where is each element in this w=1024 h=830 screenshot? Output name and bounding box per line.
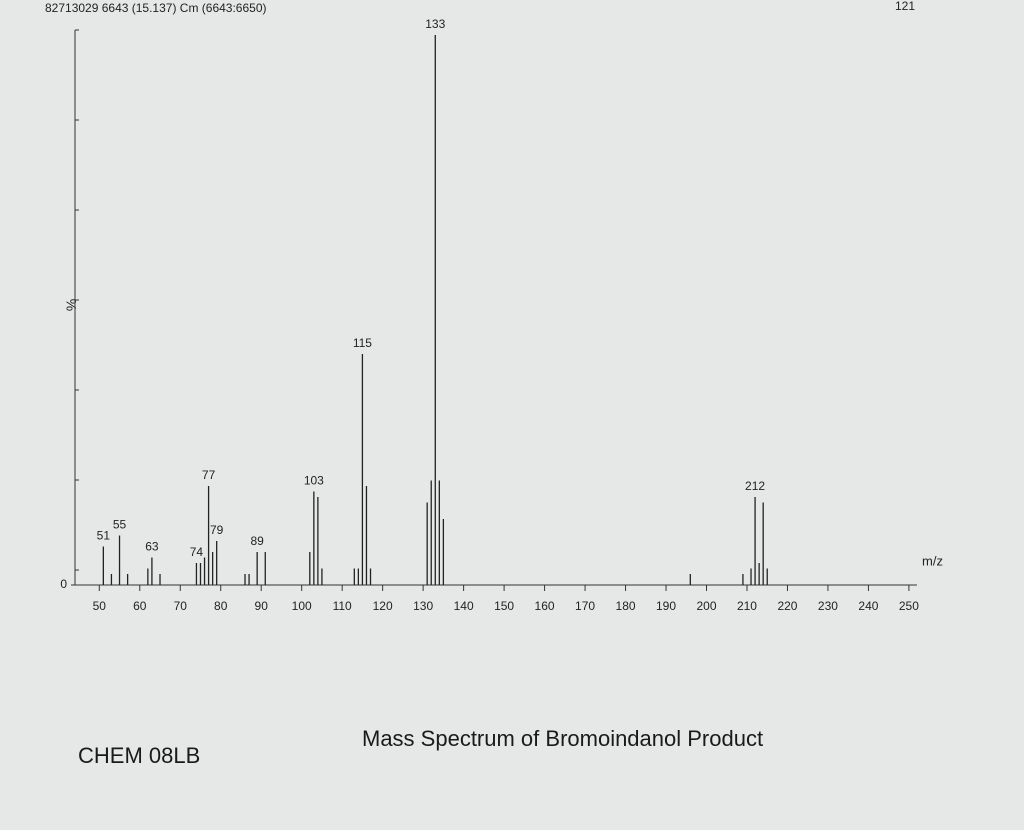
y-axis-label: % [63,299,79,311]
x-tick-label: 60 [133,599,147,613]
header: 82713029 6643 (15.137) Cm (6643:6650) [45,1,267,15]
peak-label: 77 [202,468,216,482]
x-tick-label: 250 [899,599,919,613]
peak-label: 63 [145,540,159,554]
x-tick-label: 200 [696,599,716,613]
x-tick-label: 150 [494,599,514,613]
x-tick-label: 140 [454,599,474,613]
x-tick-label: 50 [93,599,107,613]
peak-label: 212 [745,479,765,493]
x-tick-label: 170 [575,599,595,613]
course-label: CHEM 08LB [78,743,200,768]
x-tick-label: 180 [616,599,636,613]
x-tick-label: 190 [656,599,676,613]
x-axis-label: m/z [922,553,943,568]
x-tick-label: 90 [255,599,269,613]
x-tick-label: 240 [858,599,878,613]
x-tick-label: 130 [413,599,433,613]
x-tick-label: 70 [174,599,188,613]
x-tick-label: 230 [818,599,838,613]
x-tick-label: 220 [777,599,797,613]
x-tick-label: 210 [737,599,757,613]
peak-label: 103 [304,474,324,488]
peak-label: 89 [250,534,264,548]
x-tick-label: 110 [333,599,352,613]
peak-label: 55 [113,518,127,532]
peak-label: 74 [190,545,204,559]
x-tick-label: 120 [373,599,393,613]
peak-label: 51 [97,529,111,543]
peak-label: 133 [425,17,445,31]
x-tick-label: 160 [535,599,555,613]
x-tick-label: 100 [292,599,312,613]
corner-text: 121 [895,0,915,13]
x-tick-label: 80 [214,599,228,613]
peak-label: 115 [353,336,372,350]
chart-title: Mass Spectrum of Bromoindanol Product [362,726,763,751]
peak-label: 79 [210,523,224,537]
y-tick-label: 0 [60,577,67,591]
